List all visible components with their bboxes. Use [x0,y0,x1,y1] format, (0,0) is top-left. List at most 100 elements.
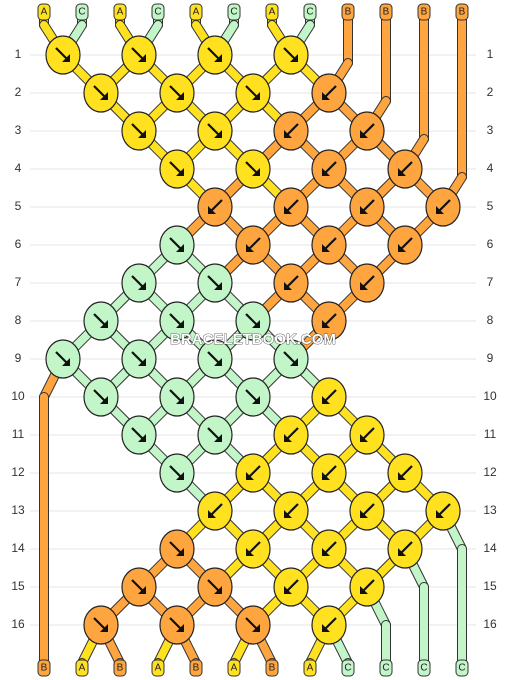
row-number: 14 [11,541,25,555]
knot-arrowhead [398,168,406,176]
knot-arrowhead [322,168,330,176]
string-label: C [344,663,351,674]
row-number: 7 [487,275,494,289]
knot-arrowhead [214,586,222,594]
row-number: 3 [15,123,22,137]
string-label-box [379,659,393,677]
row-number: 13 [11,503,25,517]
knot-arrowhead [436,206,444,214]
row-number: 10 [11,389,25,403]
knot-arrowhead [322,244,330,252]
knot-arrowhead [360,282,368,290]
knot-arrowhead [214,282,222,290]
knot-arrowhead [284,130,292,138]
string-label: B [421,7,428,18]
string-label-box [341,3,355,21]
row-number: 5 [15,199,22,213]
knot-arrowhead [62,54,70,62]
row-number: 5 [487,199,494,213]
string-label-box [455,659,469,677]
string-label: B [193,663,200,674]
string-label-box [189,3,203,21]
knot-arrowhead [360,510,368,518]
knot-arrowhead [246,548,254,556]
string-label: C [306,7,313,18]
string-label: C [458,663,465,674]
knot-arrowhead [360,130,368,138]
knot-arrowhead [176,472,184,480]
row-number: 11 [484,427,497,441]
row-number: 15 [483,579,497,593]
string-label: B [345,7,352,18]
knot-arrowhead [100,92,108,100]
knot-arrowhead [290,54,298,62]
knot-arrowhead [176,168,184,176]
knot-arrowhead [322,548,330,556]
string-label-box [189,659,203,677]
knot-arrowhead [176,320,184,328]
string-label: B [41,663,48,674]
row-number: 10 [483,389,497,403]
row-number: 9 [15,351,22,365]
knot-arrowhead [252,92,260,100]
knot-arrowhead [214,54,222,62]
knot-arrowhead [322,92,330,100]
knot-arrowhead [138,434,146,442]
string-label: C [230,7,237,18]
knot-arrowhead [284,282,292,290]
row-number: 8 [15,313,22,327]
row-number: 8 [487,313,494,327]
row-number: 7 [15,275,22,289]
watermark: BRACELETBOOK.COM [170,331,336,348]
row-number: 14 [483,541,497,555]
knot-arrowhead [360,206,368,214]
knot-arrowhead [398,548,406,556]
knot-arrowhead [252,396,260,404]
row-number: 6 [487,237,494,251]
knot-arrowhead [284,510,292,518]
knot-arrowhead [214,130,222,138]
row-number: 15 [11,579,25,593]
knot-arrowhead [290,358,298,366]
string-label: C [420,663,427,674]
knot-arrowhead [322,472,330,480]
knot-arrowhead [138,358,146,366]
string-label: C [154,7,161,18]
knot-arrowhead [360,434,368,442]
knot-arrowhead [62,358,70,366]
knot-arrowhead [176,244,184,252]
knot-arrowhead [322,396,330,404]
string-label: A [79,663,86,674]
knot-arrowhead [214,358,222,366]
string-label-box [75,659,89,677]
string-label-box [113,3,127,21]
string-label-box [303,659,317,677]
row-number: 9 [487,351,494,365]
knot-arrowhead [176,396,184,404]
string-label-box [265,659,279,677]
knot-arrowhead [208,206,216,214]
string-label-box [265,3,279,21]
row-number: 11 [12,427,25,441]
knot-arrowhead [138,130,146,138]
knot-arrowhead [252,320,260,328]
row-number: 4 [15,161,22,175]
string-label: A [155,663,162,674]
knots [45,35,461,645]
string-label: A [41,7,48,18]
row-number: 16 [483,617,497,631]
knot-arrowhead [398,244,406,252]
row-number: 1 [487,47,494,61]
knot-arrowhead [100,396,108,404]
knot-arrowhead [138,54,146,62]
string-label-box [151,3,165,21]
string-label-box [227,3,241,21]
string-label-box [455,3,469,21]
knot-arrowhead [138,586,146,594]
row-number: 12 [11,465,25,479]
string-label-box [417,3,431,21]
row-number: 4 [487,161,494,175]
row-number: 1 [15,47,22,61]
